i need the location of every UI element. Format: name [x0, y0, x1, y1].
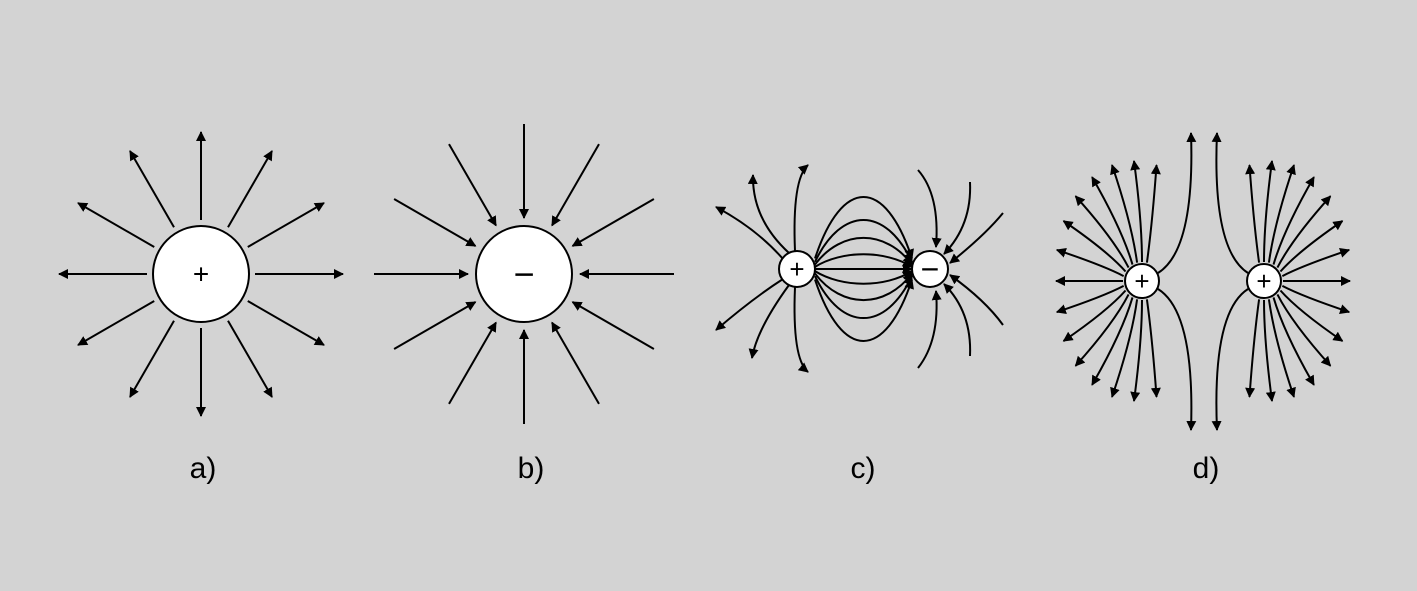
- field-line-arrow: [551, 321, 600, 405]
- repulsion-field-line: [1091, 176, 1134, 265]
- field-line-arrow: [393, 301, 477, 350]
- field-line-arrow: [247, 202, 325, 248]
- repulsion-field-line: [1130, 299, 1143, 402]
- repulsion-field-line: [1272, 297, 1315, 386]
- dipole-field-line: [814, 236, 913, 266]
- repulsion-field-line: [1263, 299, 1276, 402]
- field-line-arrow: [77, 202, 155, 248]
- negative-charge: −: [475, 225, 573, 323]
- repulsion-field-line: [1245, 164, 1261, 263]
- charge-circle: [475, 225, 573, 323]
- outer-field-line: [949, 274, 1004, 326]
- repulsion-field-line: [1130, 160, 1143, 263]
- repulsion-field-line: [1062, 220, 1127, 273]
- charge-circle: [911, 250, 949, 288]
- repulsion-field-line: [1091, 297, 1134, 386]
- repulsion-field-line: [1157, 288, 1197, 431]
- field-line-arrow: [77, 300, 155, 346]
- charge-sign: +: [789, 254, 804, 284]
- repulsion-field-line: [1281, 285, 1351, 314]
- outer-field-line: [949, 212, 1004, 264]
- outer-field-line: [943, 283, 972, 357]
- dipole-field-line: [814, 275, 913, 319]
- panel-label-a: a): [189, 452, 217, 485]
- repulsion-field-line: [1074, 195, 1130, 269]
- panel-c-dipole: + −: [715, 164, 1004, 373]
- field-line-arrow: [571, 198, 655, 247]
- repulsion-field-line: [1267, 164, 1296, 263]
- panel-b-negative-charge: −: [374, 124, 674, 424]
- positive-charge: +: [152, 225, 250, 323]
- dipole-field-line: [814, 219, 913, 263]
- repulsion-field-line: [1272, 176, 1315, 265]
- panel-label-c: c): [850, 452, 876, 485]
- dipole-field-line: [814, 272, 913, 302]
- outer-field-line: [793, 286, 809, 373]
- outer-field-line: [747, 174, 790, 254]
- panel-a-positive-charge: +: [58, 131, 344, 417]
- panel-label-d: d): [1192, 452, 1220, 485]
- charge-sign: +: [1134, 266, 1149, 296]
- outer-field-line: [917, 290, 942, 369]
- repulsion-field-line: [1145, 299, 1161, 398]
- charge-sign: −: [921, 251, 940, 287]
- outer-field-line: [748, 284, 790, 359]
- repulsion-field-line: [1074, 293, 1130, 367]
- repulsion-field-line: [1211, 132, 1249, 274]
- charge-circle: [778, 250, 816, 288]
- repulsion-field-line: [1279, 289, 1344, 342]
- charge-sign: +: [193, 259, 209, 290]
- repulsion-field-line: [1267, 299, 1296, 398]
- positive-charge: +: [1124, 263, 1160, 299]
- repulsion-field-line: [1055, 285, 1125, 314]
- dipole-field-line: [814, 253, 913, 268]
- panel-label-b: b): [517, 452, 545, 485]
- dipole-field-line: [814, 196, 914, 260]
- negative-charge: −: [911, 250, 949, 288]
- repulsion-field-line: [1157, 132, 1197, 274]
- charge-sign: −: [513, 254, 534, 295]
- repulsion-field-line: [1110, 164, 1139, 263]
- field-line-arrow: [448, 321, 497, 405]
- repulsion-field-line: [1062, 289, 1127, 342]
- repulsion-field-line: [1055, 248, 1125, 277]
- field-line-arrow: [448, 143, 497, 227]
- repulsion-field-line: [1211, 288, 1249, 431]
- charge-sign: +: [1256, 266, 1271, 296]
- positive-charge: +: [778, 250, 816, 288]
- outer-field-line: [715, 206, 784, 260]
- outer-field-line: [943, 181, 972, 255]
- outer-field-line: [715, 278, 784, 331]
- charge-circle: [152, 225, 250, 323]
- charge-circle: [1124, 263, 1160, 299]
- repulsion-field-line: [1281, 248, 1351, 277]
- repulsion-field-line: [1279, 220, 1344, 273]
- repulsion-field-line: [1245, 299, 1261, 398]
- field-line-arrow: [227, 320, 273, 398]
- charge-circle: [1246, 263, 1282, 299]
- field-line-arrow: [247, 300, 325, 346]
- repulsion-field-line: [1276, 293, 1332, 367]
- repulsion-field-line: [1110, 299, 1139, 398]
- repulsion-field-line: [1263, 160, 1276, 263]
- repulsion-field-line: [1145, 164, 1161, 263]
- field-line-arrow: [227, 150, 273, 228]
- outer-field-line: [793, 164, 809, 252]
- outer-field-line: [917, 169, 942, 248]
- repulsion-field-line: [1276, 195, 1332, 269]
- field-line-arrow: [129, 320, 175, 398]
- field-line-arrow: [129, 150, 175, 228]
- dipole-field-line: [814, 270, 913, 285]
- positive-charge: +: [1246, 263, 1282, 299]
- dipole-field-line: [814, 278, 914, 342]
- field-line-arrow: [393, 198, 477, 247]
- panel-d-two-positive-charges: + +: [1055, 132, 1351, 431]
- field-line-arrow: [571, 301, 655, 350]
- field-line-arrow: [551, 143, 600, 227]
